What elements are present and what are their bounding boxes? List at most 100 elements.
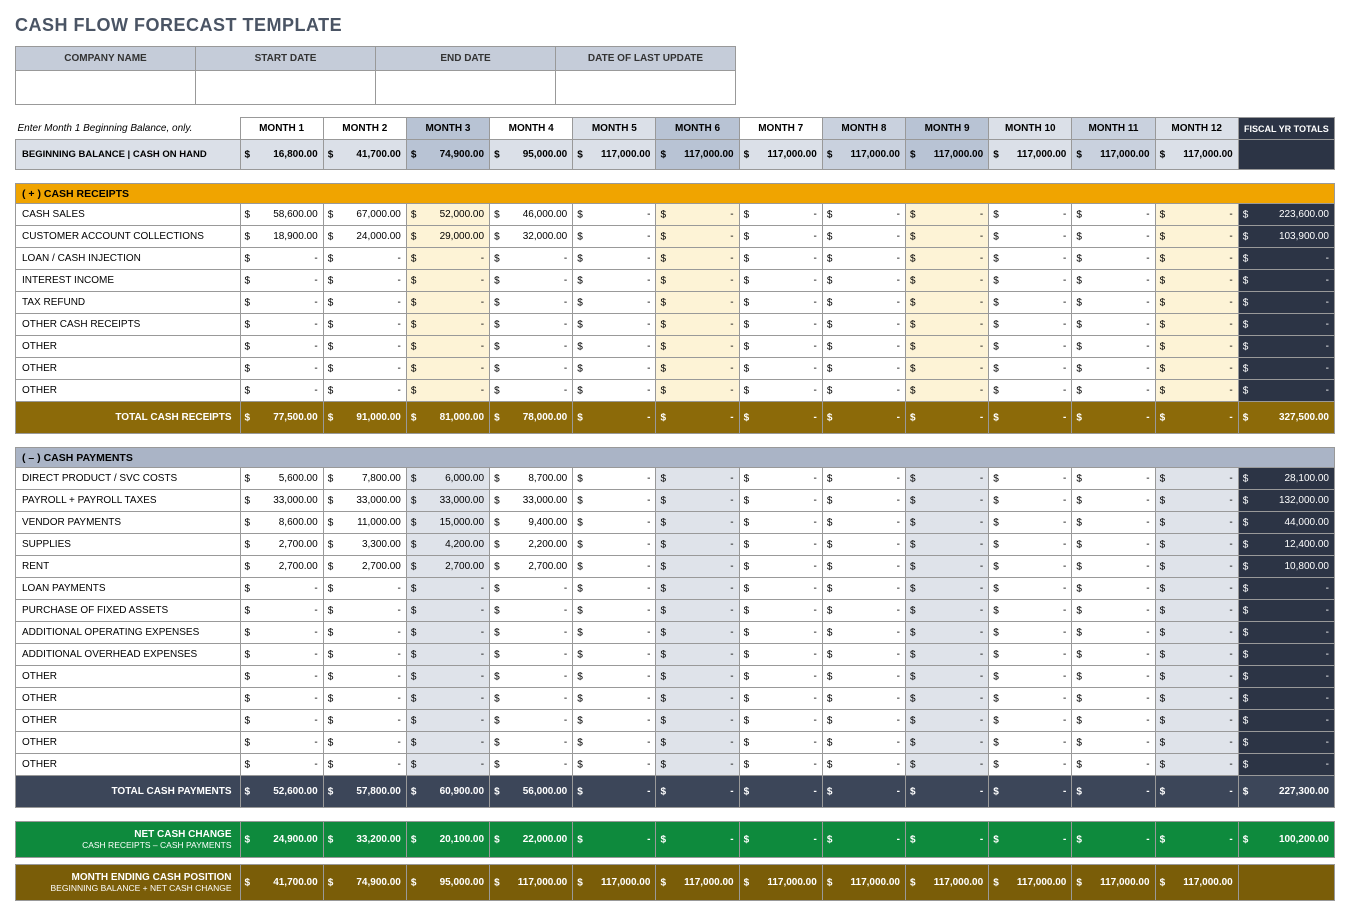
money-cell[interactable]: $- (1155, 512, 1238, 534)
money-cell[interactable]: $- (739, 270, 822, 292)
money-cell[interactable]: $- (1072, 292, 1155, 314)
money-cell[interactable]: $- (989, 600, 1072, 622)
money-cell[interactable]: $- (1072, 226, 1155, 248)
money-cell[interactable]: $- (989, 754, 1072, 776)
money-cell[interactable]: $- (1155, 688, 1238, 710)
money-cell[interactable]: $- (822, 754, 905, 776)
money-cell[interactable]: $- (406, 600, 489, 622)
money-cell[interactable]: $- (573, 226, 656, 248)
money-cell[interactable]: $8,700.00 (490, 468, 573, 490)
money-cell[interactable]: $3,300.00 (323, 534, 406, 556)
money-cell[interactable]: $28,100.00 (1238, 468, 1334, 490)
money-cell[interactable]: $- (240, 292, 323, 314)
money-cell[interactable]: $2,700.00 (490, 556, 573, 578)
money-cell[interactable]: $- (323, 710, 406, 732)
money-cell[interactable]: $- (406, 314, 489, 336)
money-cell[interactable]: $- (906, 666, 989, 688)
money-cell[interactable]: $- (1238, 732, 1334, 754)
money-cell[interactable]: $- (739, 688, 822, 710)
money-cell[interactable]: $9,400.00 (490, 512, 573, 534)
money-cell[interactable]: $- (1155, 644, 1238, 666)
money-cell[interactable]: $- (1238, 292, 1334, 314)
money-cell[interactable]: $- (240, 710, 323, 732)
money-cell[interactable]: $- (989, 644, 1072, 666)
money-cell[interactable]: $- (656, 314, 739, 336)
money-cell[interactable]: $- (1238, 248, 1334, 270)
money-cell[interactable]: $- (822, 534, 905, 556)
money-cell[interactable]: $- (906, 644, 989, 666)
money-cell[interactable]: $15,000.00 (406, 512, 489, 534)
money-cell[interactable]: $- (656, 248, 739, 270)
money-cell[interactable]: $- (822, 204, 905, 226)
money-cell[interactable]: $67,000.00 (323, 204, 406, 226)
money-cell[interactable]: $- (573, 204, 656, 226)
money-cell[interactable]: $- (989, 512, 1072, 534)
money-cell[interactable]: $- (656, 490, 739, 512)
money-cell[interactable]: $- (573, 490, 656, 512)
money-cell[interactable]: $- (989, 710, 1072, 732)
money-cell[interactable]: $- (739, 358, 822, 380)
money-cell[interactable]: $- (1072, 270, 1155, 292)
beginning-7[interactable]: $117,000.00 (822, 140, 905, 170)
money-cell[interactable]: $- (739, 226, 822, 248)
money-cell[interactable]: $- (656, 754, 739, 776)
money-cell[interactable]: $- (906, 512, 989, 534)
money-cell[interactable]: $- (1155, 600, 1238, 622)
money-cell[interactable]: $- (1155, 754, 1238, 776)
money-cell[interactable]: $- (739, 512, 822, 534)
beginning-10[interactable]: $117,000.00 (1072, 140, 1155, 170)
money-cell[interactable]: $- (989, 578, 1072, 600)
money-cell[interactable]: $- (323, 732, 406, 754)
money-cell[interactable]: $- (240, 248, 323, 270)
money-cell[interactable]: $- (406, 754, 489, 776)
money-cell[interactable]: $- (1155, 578, 1238, 600)
money-cell[interactable]: $7,800.00 (323, 468, 406, 490)
money-cell[interactable]: $- (822, 578, 905, 600)
money-cell[interactable]: $- (1155, 270, 1238, 292)
money-cell[interactable]: $- (240, 336, 323, 358)
money-cell[interactable]: $- (490, 248, 573, 270)
money-cell[interactable]: $- (240, 754, 323, 776)
money-cell[interactable]: $- (989, 468, 1072, 490)
money-cell[interactable]: $- (1155, 732, 1238, 754)
money-cell[interactable]: $- (573, 358, 656, 380)
money-cell[interactable]: $2,700.00 (406, 556, 489, 578)
money-cell[interactable]: $- (656, 358, 739, 380)
money-cell[interactable]: $- (406, 248, 489, 270)
money-cell[interactable]: $- (573, 710, 656, 732)
money-cell[interactable]: $- (406, 666, 489, 688)
money-cell[interactable]: $- (573, 270, 656, 292)
money-cell[interactable]: $- (906, 578, 989, 600)
money-cell[interactable]: $- (323, 358, 406, 380)
money-cell[interactable]: $- (656, 732, 739, 754)
money-cell[interactable]: $- (240, 314, 323, 336)
money-cell[interactable]: $- (323, 292, 406, 314)
money-cell[interactable]: $- (323, 270, 406, 292)
money-cell[interactable]: $- (989, 380, 1072, 402)
money-cell[interactable]: $- (490, 622, 573, 644)
money-cell[interactable]: $- (406, 270, 489, 292)
money-cell[interactable]: $- (573, 578, 656, 600)
money-cell[interactable]: $- (490, 292, 573, 314)
money-cell[interactable]: $- (240, 270, 323, 292)
beginning-2[interactable]: $74,900.00 (406, 140, 489, 170)
money-cell[interactable]: $- (1072, 534, 1155, 556)
money-cell[interactable]: $- (656, 468, 739, 490)
money-cell[interactable]: $- (1072, 512, 1155, 534)
money-cell[interactable]: $- (1072, 490, 1155, 512)
money-cell[interactable]: $- (323, 248, 406, 270)
money-cell[interactable]: $- (1155, 292, 1238, 314)
money-cell[interactable]: $- (739, 578, 822, 600)
money-cell[interactable]: $- (739, 622, 822, 644)
money-cell[interactable]: $- (240, 600, 323, 622)
money-cell[interactable]: $- (739, 292, 822, 314)
money-cell[interactable]: $- (1238, 622, 1334, 644)
money-cell[interactable]: $- (1072, 754, 1155, 776)
money-cell[interactable]: $- (1238, 358, 1334, 380)
money-cell[interactable]: $- (656, 512, 739, 534)
money-cell[interactable]: $- (822, 732, 905, 754)
money-cell[interactable]: $- (739, 490, 822, 512)
money-cell[interactable]: $33,000.00 (240, 490, 323, 512)
money-cell[interactable]: $- (1238, 666, 1334, 688)
money-cell[interactable]: $- (406, 710, 489, 732)
